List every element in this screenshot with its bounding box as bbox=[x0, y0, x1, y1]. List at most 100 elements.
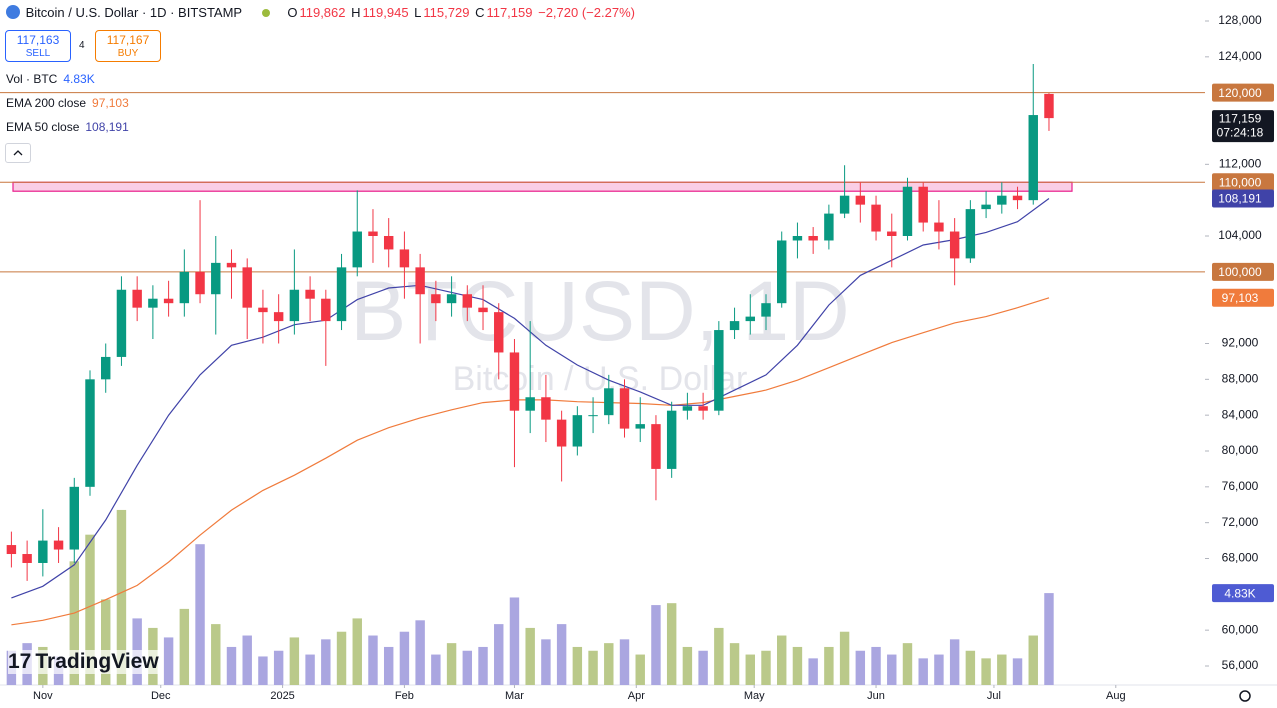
collapse-button[interactable] bbox=[5, 143, 31, 163]
candle-body bbox=[556, 419, 567, 447]
candle-body bbox=[195, 271, 205, 295]
volume-bar bbox=[635, 654, 645, 685]
x-tick-label: Nov bbox=[33, 690, 53, 702]
candle-body bbox=[808, 235, 818, 241]
hline-label-box bbox=[1212, 262, 1274, 281]
candle-body bbox=[163, 298, 174, 304]
volume-bar bbox=[226, 646, 237, 685]
volume-bar bbox=[273, 650, 284, 685]
volume-bar bbox=[965, 650, 976, 685]
candle-body bbox=[682, 406, 693, 411]
candle-body bbox=[619, 388, 630, 429]
y-tick-label: 56,000 bbox=[1222, 658, 1259, 672]
candle-body bbox=[336, 267, 347, 322]
volume-bar bbox=[462, 650, 473, 685]
y-tick-label: 124,000 bbox=[1218, 49, 1262, 63]
buy-button[interactable]: 117,167 BUY bbox=[95, 30, 161, 62]
volume-bar bbox=[399, 631, 410, 685]
candle-body bbox=[383, 235, 394, 250]
volume-bar bbox=[824, 646, 834, 685]
volume-bar bbox=[902, 643, 913, 685]
y-tick-label: 88,000 bbox=[1222, 372, 1259, 386]
volume-bar bbox=[745, 654, 755, 685]
volume-bar bbox=[352, 618, 362, 685]
volume-bar bbox=[808, 658, 818, 685]
volume-bar bbox=[887, 654, 897, 685]
indicator-value: 4.83K bbox=[63, 72, 95, 86]
x-tick-label: Dec bbox=[151, 690, 171, 702]
countdown: 07:24:18 bbox=[1217, 125, 1264, 139]
change: −2,720 (−2.27%) bbox=[538, 5, 635, 20]
h-value: 119,945 bbox=[362, 5, 409, 20]
candle-body bbox=[855, 195, 866, 205]
candle-body bbox=[651, 424, 661, 469]
volume-bar bbox=[525, 627, 535, 685]
volume-bar bbox=[541, 639, 551, 685]
logo-text: TradingView bbox=[35, 650, 159, 673]
candle-body bbox=[525, 397, 535, 411]
indicator-value: 97,103 bbox=[92, 96, 129, 110]
volume-bar bbox=[1044, 593, 1054, 685]
candle-body bbox=[745, 316, 755, 322]
buy-price: 117,167 bbox=[106, 33, 150, 47]
candle-body bbox=[714, 330, 724, 411]
x-tick-label: Jun bbox=[867, 690, 885, 702]
candle-body bbox=[69, 486, 79, 550]
candle-body bbox=[22, 554, 32, 563]
candle-body bbox=[85, 379, 95, 487]
volume-legend: Vol · BTC 4.83K bbox=[6, 72, 95, 86]
y-tick-label: 104,000 bbox=[1218, 228, 1262, 242]
candle-body bbox=[1012, 195, 1023, 201]
ema-label: 108,191 bbox=[1218, 192, 1262, 206]
o-value: 119,862 bbox=[299, 5, 346, 20]
candle-body bbox=[6, 545, 17, 555]
logo: 17 TradingView bbox=[8, 650, 159, 674]
ema-label-box bbox=[1212, 189, 1274, 208]
sell-price: 117,163 bbox=[16, 33, 60, 47]
candle-body bbox=[792, 235, 803, 241]
y-tick-label: 76,000 bbox=[1222, 479, 1259, 493]
candle-body bbox=[666, 410, 677, 469]
volume-bar bbox=[305, 654, 315, 685]
volume-bar bbox=[777, 635, 787, 685]
volume-bar bbox=[714, 627, 724, 685]
candle-body bbox=[1044, 93, 1054, 119]
candle-body bbox=[116, 289, 127, 357]
sell-button[interactable]: 117,163 SELL bbox=[5, 30, 71, 62]
candle-body bbox=[289, 289, 300, 322]
indicator-name: EMA 50 close bbox=[6, 120, 80, 134]
candle-body bbox=[981, 204, 991, 210]
x-tick-label: Mar bbox=[505, 690, 524, 702]
candle-body bbox=[462, 294, 473, 308]
candle-body bbox=[148, 298, 158, 308]
volume-label-box bbox=[1212, 584, 1274, 603]
volume-bar bbox=[918, 658, 928, 685]
candle-body bbox=[887, 231, 897, 236]
candle-body bbox=[321, 298, 331, 322]
y-tick-label: 128,000 bbox=[1218, 13, 1262, 27]
volume-bar bbox=[195, 544, 205, 685]
volume-bar bbox=[509, 597, 520, 685]
candle-body bbox=[871, 204, 881, 232]
candle-body bbox=[38, 540, 48, 563]
volume-bar bbox=[431, 654, 441, 685]
volume-label: 4.83K bbox=[1224, 586, 1255, 600]
candle-body bbox=[242, 267, 252, 308]
volume-bar bbox=[446, 643, 457, 685]
status-dot bbox=[261, 9, 270, 17]
candle-body bbox=[588, 415, 598, 417]
volume-bar bbox=[619, 639, 630, 685]
h-label: H bbox=[351, 5, 361, 20]
ema-label-box bbox=[1212, 288, 1274, 307]
x-tick-label: Feb bbox=[395, 690, 414, 702]
volume-bar bbox=[588, 650, 598, 685]
hline-label: 120,000 bbox=[1218, 86, 1262, 100]
y-tick-label: 84,000 bbox=[1222, 407, 1259, 421]
volume-bar bbox=[368, 635, 378, 685]
candle-body bbox=[494, 312, 504, 353]
y-tick-label: 80,000 bbox=[1222, 443, 1259, 457]
candle-body bbox=[226, 262, 237, 268]
